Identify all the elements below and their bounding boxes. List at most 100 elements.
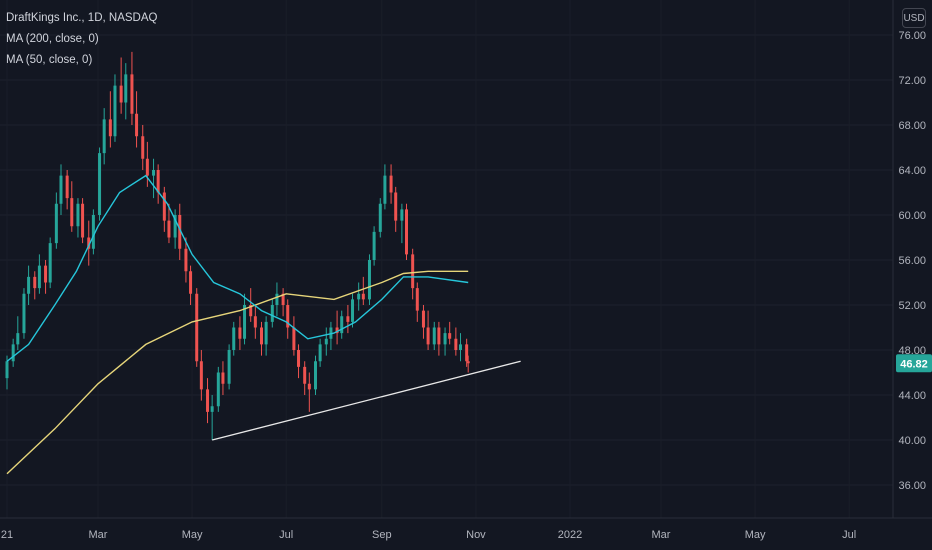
candle-body bbox=[303, 366, 307, 384]
candle-body bbox=[65, 175, 69, 199]
time-tick-label: Mar bbox=[89, 529, 108, 541]
candle-body bbox=[253, 316, 257, 328]
candle-body bbox=[221, 372, 225, 384]
candle-body bbox=[22, 293, 26, 334]
candle-body bbox=[59, 175, 63, 204]
candle-body bbox=[113, 85, 117, 137]
candle-body bbox=[466, 361, 470, 364]
symbol-title[interactable]: DraftKings Inc., 1D, NASDAQ bbox=[6, 12, 158, 24]
candle-body bbox=[443, 333, 447, 345]
price-tick-label: 76.00 bbox=[898, 30, 926, 42]
candlestick-series bbox=[5, 51, 470, 440]
candle-body bbox=[335, 327, 339, 334]
candle-body bbox=[415, 288, 419, 311]
time-tick-label: May bbox=[182, 529, 203, 541]
price-tick-label: 64.00 bbox=[898, 165, 926, 177]
candle-body bbox=[11, 344, 15, 362]
candle-body bbox=[16, 333, 20, 345]
candle-body bbox=[162, 192, 166, 221]
candle-body bbox=[5, 361, 9, 379]
candle-body bbox=[432, 327, 436, 345]
candle-body bbox=[102, 119, 106, 154]
last-price-label: 46.82 bbox=[900, 358, 928, 370]
candle-body bbox=[145, 158, 149, 176]
candle-body bbox=[389, 175, 393, 193]
time-tick-label: 2022 bbox=[558, 529, 582, 541]
candle-body bbox=[260, 327, 264, 345]
candle-body bbox=[367, 260, 371, 300]
candle-body bbox=[421, 310, 425, 328]
candle-body bbox=[167, 220, 171, 238]
candle-body bbox=[307, 383, 311, 390]
candle-body bbox=[324, 338, 328, 345]
candle-body bbox=[44, 265, 48, 283]
candle-body bbox=[448, 333, 452, 339]
candle-body bbox=[270, 305, 274, 322]
candle-body bbox=[243, 305, 247, 339]
candle-body bbox=[357, 293, 361, 300]
price-tick-label: 40.00 bbox=[898, 435, 926, 447]
candle-body bbox=[189, 271, 193, 294]
ma50-line bbox=[6, 174, 469, 362]
candle-body bbox=[141, 136, 145, 159]
price-tick-label: 52.00 bbox=[898, 300, 926, 312]
candle-body bbox=[281, 293, 285, 305]
candle-body bbox=[178, 215, 182, 249]
ma200-legend[interactable]: MA (200, close, 0) bbox=[6, 33, 99, 45]
grid-lines bbox=[0, 34, 893, 486]
last-price-tag: 46.82 bbox=[896, 354, 932, 373]
candle-body bbox=[394, 192, 398, 221]
candle-body bbox=[27, 276, 31, 294]
candle-body bbox=[124, 74, 128, 103]
candle-body bbox=[130, 74, 134, 114]
candle-body bbox=[135, 113, 139, 137]
candle-body bbox=[210, 406, 214, 412]
currency-button[interactable]: USD bbox=[902, 8, 926, 28]
time-tick-label: 21 bbox=[1, 529, 13, 541]
candle-body bbox=[87, 237, 91, 249]
candle-body bbox=[346, 316, 350, 322]
ma200-line bbox=[6, 270, 469, 475]
candle-body bbox=[340, 316, 344, 334]
candle-body bbox=[216, 372, 220, 407]
price-tick-label: 36.00 bbox=[898, 480, 926, 492]
time-tick-label: Jul bbox=[842, 529, 856, 541]
candle-body bbox=[411, 254, 415, 289]
candle-body bbox=[156, 170, 160, 193]
candle-body bbox=[378, 203, 382, 232]
candle-body bbox=[54, 203, 58, 244]
candle-body bbox=[404, 209, 408, 255]
chart-legend: DraftKings Inc., 1D, NASDAQ MA (200, clo… bbox=[6, 8, 157, 71]
price-tick-label: 68.00 bbox=[898, 120, 926, 132]
candle-body bbox=[48, 243, 52, 283]
candle-body bbox=[465, 344, 469, 362]
candle-body bbox=[454, 338, 458, 350]
price-tick-label: 72.00 bbox=[898, 75, 926, 87]
time-tick-label: May bbox=[745, 529, 766, 541]
support-trendline[interactable] bbox=[211, 360, 521, 441]
candle-body bbox=[76, 203, 80, 227]
candle-body bbox=[227, 350, 231, 384]
time-axis[interactable]: 21 Mar May Jul Sep Nov 2022 Mar May Jul bbox=[1, 529, 856, 541]
candle-body bbox=[98, 153, 102, 215]
candle-body bbox=[184, 248, 188, 272]
last-price-tag-background bbox=[896, 354, 932, 373]
candle-body bbox=[313, 361, 317, 390]
candle-body bbox=[351, 299, 355, 322]
price-tick-label: 48.00 bbox=[898, 345, 926, 357]
candle-body bbox=[264, 321, 268, 345]
candle-body bbox=[275, 293, 279, 305]
candle-body bbox=[297, 350, 301, 367]
candle-body bbox=[238, 327, 242, 339]
candle-body bbox=[108, 119, 112, 137]
candle-body bbox=[249, 305, 253, 317]
price-axis[interactable]: 76.00 72.00 68.00 64.00 60.00 56.00 52.00 48.00… bbox=[898, 30, 926, 492]
ma50-legend[interactable]: MA (50, close, 0) bbox=[6, 54, 93, 66]
candle-body bbox=[437, 327, 441, 345]
candle-body bbox=[232, 327, 236, 350]
candle-body bbox=[286, 305, 290, 328]
candle-body bbox=[70, 198, 74, 227]
candle-body bbox=[372, 231, 376, 260]
